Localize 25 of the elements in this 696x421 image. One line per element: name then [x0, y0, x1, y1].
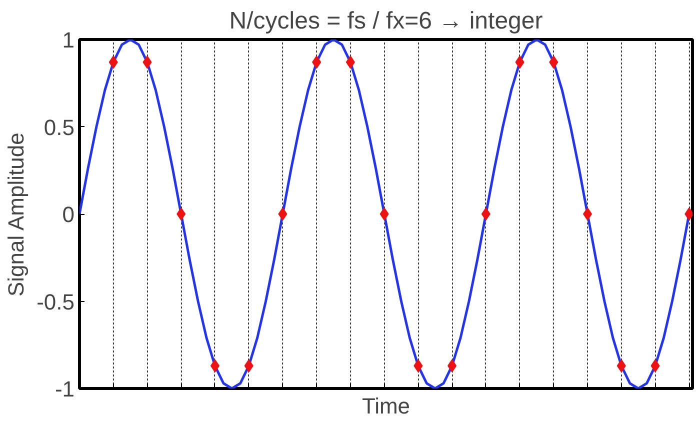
point — [380, 208, 389, 220]
x-axis-title: Time — [362, 394, 410, 418]
point — [481, 208, 490, 220]
y-tick-label: 0.5 — [44, 114, 75, 140]
point — [650, 359, 660, 372]
chart-title: N/cycles = fs / fx=6 → integer — [229, 8, 543, 34]
point — [278, 208, 288, 220]
y-tick-label: -1 — [54, 376, 74, 402]
y-tick-label: -0.5 — [36, 289, 75, 314]
point — [210, 359, 220, 372]
point — [616, 359, 626, 372]
point — [142, 56, 152, 69]
point — [312, 56, 322, 69]
y-tick-label: 1 — [62, 28, 75, 52]
point — [244, 359, 254, 372]
point — [108, 56, 118, 69]
point — [414, 359, 423, 372]
point — [346, 56, 355, 69]
y-tick-label: 0 — [62, 202, 75, 227]
point — [176, 208, 186, 220]
point — [549, 56, 558, 69]
y-axis-title: Signal Amplitude — [4, 132, 29, 297]
point — [515, 56, 524, 69]
point — [448, 359, 457, 372]
point — [583, 208, 592, 220]
